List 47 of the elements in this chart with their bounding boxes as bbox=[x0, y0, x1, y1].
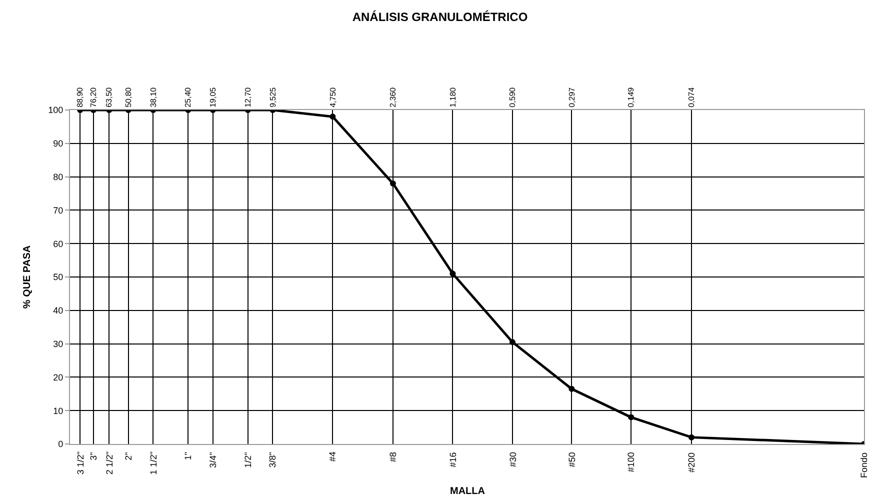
x-tick-label: 9,525 bbox=[268, 86, 278, 108]
y-tick-label: 40 bbox=[53, 306, 64, 316]
text: 1/2" bbox=[242, 452, 253, 468]
x-tick-label: 38,10 bbox=[148, 86, 158, 108]
text: 3/4" bbox=[208, 452, 218, 468]
text: 2" bbox=[123, 452, 134, 460]
text: 2 1/2" bbox=[104, 451, 115, 475]
text: #4 bbox=[328, 452, 338, 462]
text: #50 bbox=[567, 452, 578, 468]
x-tick-label: 1,180 bbox=[448, 86, 458, 108]
text: 3/8" bbox=[268, 452, 278, 468]
y-tick-label: 0 bbox=[58, 439, 64, 450]
text: #16 bbox=[448, 452, 458, 468]
text: 1" bbox=[183, 452, 194, 460]
y-tick-label: 60 bbox=[53, 238, 64, 249]
text: 3 1/2" bbox=[76, 451, 86, 475]
x-tick-label: 25,40 bbox=[184, 86, 193, 108]
chart-title: ANÁLISIS GRANULOMÉTRICO bbox=[352, 10, 528, 24]
text: 1 1/2" bbox=[148, 451, 159, 475]
x-tick-label: 0,297 bbox=[567, 86, 576, 108]
x-tick-label: 88,90 bbox=[76, 86, 85, 108]
x-tick-label: 0,074 bbox=[687, 86, 696, 108]
x-tick-label: 76,20 bbox=[89, 86, 98, 108]
x-tick-label: 50,80 bbox=[124, 86, 133, 108]
y-tick-label: 50 bbox=[53, 272, 64, 282]
y-tick-label: 30 bbox=[53, 338, 64, 349]
x-tick-label: 4,750 bbox=[328, 86, 338, 108]
y-axis-title: % QUE PASA bbox=[22, 245, 34, 309]
text: #8 bbox=[388, 452, 398, 462]
x-tick-label: 63,50 bbox=[104, 86, 114, 108]
text: #200 bbox=[686, 452, 696, 472]
text: 3" bbox=[88, 452, 98, 460]
y-tick-label: 70 bbox=[53, 205, 64, 216]
y-tick-label: 100 bbox=[48, 105, 64, 116]
text: #100 bbox=[626, 452, 636, 472]
text: Fondo bbox=[859, 452, 869, 478]
x-tick-label: 0,590 bbox=[508, 86, 518, 108]
y-tick-label: 90 bbox=[53, 138, 64, 149]
x-tick-label: 12,70 bbox=[243, 86, 252, 108]
x-tick-label: 2,360 bbox=[388, 86, 398, 108]
y-tick-label: 10 bbox=[53, 406, 64, 416]
text: #30 bbox=[508, 452, 518, 467]
x-axis-title: MALLA bbox=[450, 486, 485, 497]
x-tick-label: 19,05 bbox=[208, 86, 218, 108]
y-tick-label: 20 bbox=[53, 372, 64, 382]
y-tick-label: 80 bbox=[53, 172, 64, 182]
x-tick-label: 0,149 bbox=[626, 86, 636, 108]
